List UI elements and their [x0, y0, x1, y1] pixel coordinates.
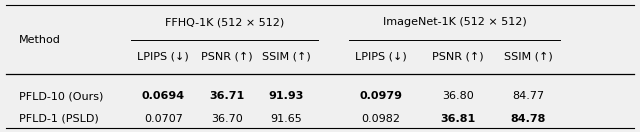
Text: 84.77: 84.77 [512, 91, 544, 101]
Text: PFLD-10 (Ours): PFLD-10 (Ours) [19, 91, 104, 101]
Text: LPIPS (↓): LPIPS (↓) [138, 52, 189, 62]
Text: ImageNet-1K (512 × 512): ImageNet-1K (512 × 512) [383, 17, 526, 27]
Text: PSNR (↑): PSNR (↑) [202, 52, 253, 62]
Text: 0.0982: 0.0982 [362, 114, 400, 124]
Text: PSNR (↑): PSNR (↑) [432, 52, 483, 62]
Text: Method: Method [19, 35, 61, 45]
Text: 0.0979: 0.0979 [359, 91, 403, 101]
Text: 91.93: 91.93 [268, 91, 304, 101]
Text: 0.0707: 0.0707 [144, 114, 182, 124]
Text: 91.65: 91.65 [270, 114, 302, 124]
Text: LPIPS (↓): LPIPS (↓) [355, 52, 406, 62]
Text: 84.78: 84.78 [510, 114, 546, 124]
Text: FFHQ-1K (512 × 512): FFHQ-1K (512 × 512) [165, 17, 284, 27]
Text: 36.80: 36.80 [442, 91, 474, 101]
Text: 36.81: 36.81 [440, 114, 476, 124]
Text: 0.0694: 0.0694 [141, 91, 185, 101]
Text: PFLD-1 (PSLD): PFLD-1 (PSLD) [19, 114, 99, 124]
Text: 36.70: 36.70 [211, 114, 243, 124]
Text: SSIM (↑): SSIM (↑) [504, 52, 552, 62]
Text: SSIM (↑): SSIM (↑) [262, 52, 310, 62]
Text: 36.71: 36.71 [209, 91, 245, 101]
